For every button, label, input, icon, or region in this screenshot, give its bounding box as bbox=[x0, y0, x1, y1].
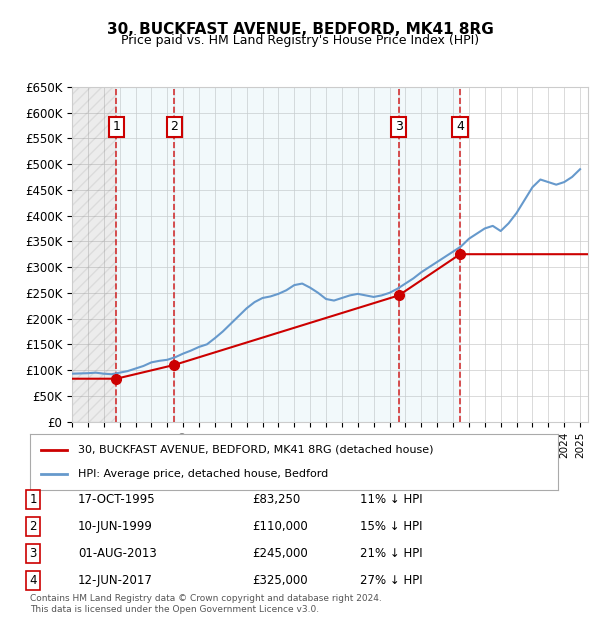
Text: £245,000: £245,000 bbox=[252, 547, 308, 560]
Text: 3: 3 bbox=[395, 120, 403, 133]
Text: 21% ↓ HPI: 21% ↓ HPI bbox=[360, 547, 422, 560]
Text: 2: 2 bbox=[29, 520, 37, 533]
Text: 10-JUN-1999: 10-JUN-1999 bbox=[78, 520, 153, 533]
Text: 17-OCT-1995: 17-OCT-1995 bbox=[78, 493, 155, 505]
Text: 3: 3 bbox=[29, 547, 37, 560]
Text: HPI: Average price, detached house, Bedford: HPI: Average price, detached house, Bedf… bbox=[77, 469, 328, 479]
Text: 11% ↓ HPI: 11% ↓ HPI bbox=[360, 493, 422, 505]
Text: 1: 1 bbox=[29, 493, 37, 505]
Text: £325,000: £325,000 bbox=[252, 575, 308, 587]
Text: 30, BUCKFAST AVENUE, BEDFORD, MK41 8RG: 30, BUCKFAST AVENUE, BEDFORD, MK41 8RG bbox=[107, 22, 493, 37]
Text: 4: 4 bbox=[29, 575, 37, 587]
Text: 1: 1 bbox=[112, 120, 120, 133]
Text: 01-AUG-2013: 01-AUG-2013 bbox=[78, 547, 157, 560]
Text: 4: 4 bbox=[456, 120, 464, 133]
Text: Contains HM Land Registry data © Crown copyright and database right 2024.
This d: Contains HM Land Registry data © Crown c… bbox=[30, 595, 382, 614]
Text: 30, BUCKFAST AVENUE, BEDFORD, MK41 8RG (detached house): 30, BUCKFAST AVENUE, BEDFORD, MK41 8RG (… bbox=[77, 445, 433, 454]
Bar bbox=[399, 87, 460, 422]
Text: £110,000: £110,000 bbox=[252, 520, 308, 533]
Bar bbox=[116, 87, 174, 422]
Bar bbox=[72, 87, 116, 422]
Text: 12-JUN-2017: 12-JUN-2017 bbox=[78, 575, 153, 587]
Text: Price paid vs. HM Land Registry's House Price Index (HPI): Price paid vs. HM Land Registry's House … bbox=[121, 34, 479, 47]
Text: 2: 2 bbox=[170, 120, 178, 133]
Text: 27% ↓ HPI: 27% ↓ HPI bbox=[360, 575, 422, 587]
Bar bbox=[174, 87, 399, 422]
Text: 15% ↓ HPI: 15% ↓ HPI bbox=[360, 520, 422, 533]
Text: £83,250: £83,250 bbox=[252, 493, 300, 505]
